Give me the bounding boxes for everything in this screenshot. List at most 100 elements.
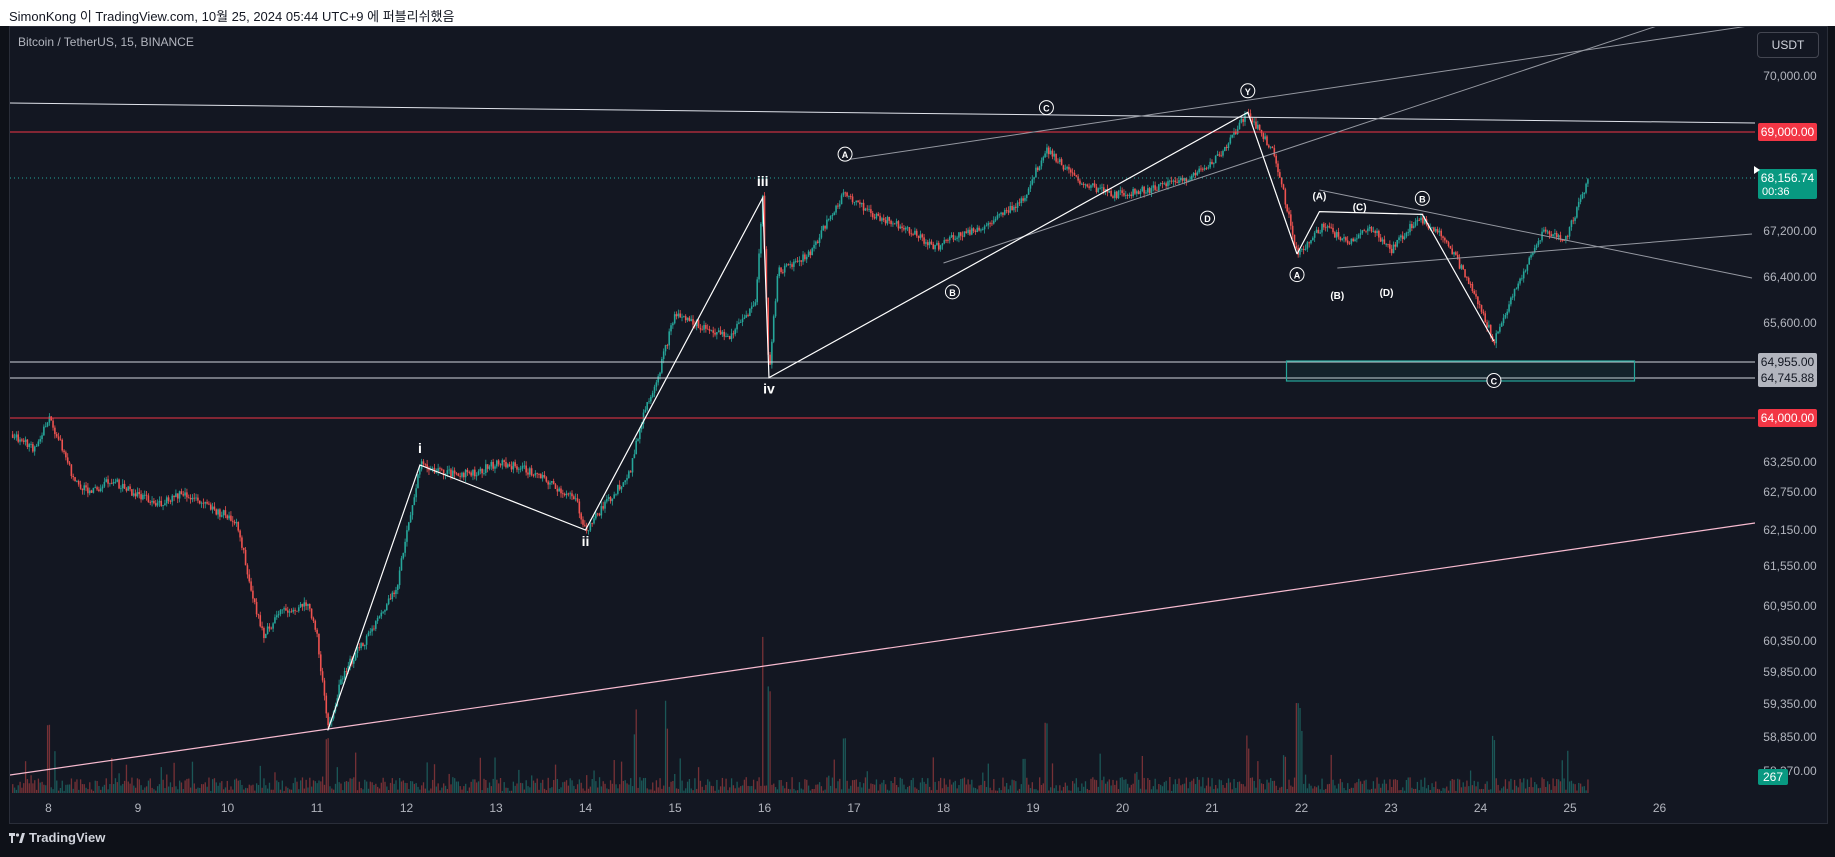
candle-body <box>794 260 797 262</box>
candle-body <box>297 607 300 612</box>
candle-body <box>211 506 214 510</box>
candle-body <box>415 488 417 498</box>
volume-bar <box>762 636 764 793</box>
channel-lower-line[interactable] <box>943 25 1661 264</box>
candle-body <box>1128 194 1131 196</box>
channel-upper-line[interactable] <box>844 25 1755 161</box>
candle-body <box>1044 153 1046 158</box>
candle-body <box>65 452 67 458</box>
candle-body <box>219 509 221 517</box>
candle-body <box>426 464 428 468</box>
volume-bar <box>897 787 900 793</box>
candle-body <box>1387 244 1389 245</box>
candle-body <box>479 468 482 472</box>
wave-label-c: (C) <box>1353 203 1367 214</box>
x-tick-label: 17 <box>847 801 861 815</box>
volume-bar <box>356 790 359 793</box>
wave-label-circle <box>1414 190 1430 206</box>
candle-body <box>83 485 86 491</box>
candle-body <box>516 466 518 470</box>
candle-body <box>728 336 731 340</box>
volume-bar <box>1246 735 1248 793</box>
long-support-trendline[interactable] <box>10 522 1755 776</box>
volume-bar <box>1526 779 1529 793</box>
volume-bar <box>248 784 250 793</box>
volume-bar <box>147 780 150 793</box>
candle-body <box>725 336 727 338</box>
volume-bar <box>881 782 883 793</box>
candle-body <box>167 497 170 501</box>
volume-bar <box>707 779 709 793</box>
candle-body <box>132 493 135 496</box>
candle-body <box>1357 234 1360 239</box>
candle-body <box>684 316 687 321</box>
candle-body <box>1084 184 1087 186</box>
volume-bar <box>855 779 857 793</box>
candle-body <box>46 422 49 427</box>
candle-body <box>28 444 31 448</box>
candle-body <box>387 598 390 605</box>
triangle-upper-line[interactable] <box>1319 189 1753 279</box>
candle-body <box>450 469 452 477</box>
volume-bar <box>252 784 254 793</box>
elliott-wave-path[interactable] <box>327 111 1298 731</box>
volume-bar <box>787 788 790 793</box>
candle-body <box>1524 270 1527 272</box>
candle-body <box>250 581 252 591</box>
x-tick-label: 20 <box>1116 801 1130 815</box>
candle-body <box>1517 283 1520 289</box>
triangle-lower-line[interactable] <box>1337 233 1753 269</box>
volume-bar <box>1127 783 1129 793</box>
currency-button[interactable]: USDT <box>1757 32 1819 58</box>
descending-trendline[interactable] <box>10 102 1755 124</box>
candle-body <box>76 481 78 482</box>
candle-body <box>87 487 89 494</box>
volume-bar <box>795 790 797 793</box>
volume-bar <box>1451 779 1453 793</box>
volume-bar <box>15 789 18 793</box>
candle-body <box>1286 204 1288 212</box>
volume-bar <box>807 785 810 793</box>
volume-bar <box>281 780 283 793</box>
demand-zone-box[interactable] <box>1285 360 1636 382</box>
candle-body <box>1218 154 1221 156</box>
candle-body <box>1515 288 1518 290</box>
volume-bar <box>481 790 483 793</box>
x-tick-label: 19 <box>1026 801 1040 815</box>
correction-wave-path[interactable] <box>1296 211 1495 342</box>
candle-body <box>1385 244 1387 245</box>
volume-bar <box>1231 789 1233 793</box>
volume-bar <box>774 787 777 793</box>
volume-bar <box>699 780 702 793</box>
chart-pane[interactable] <box>9 26 1828 824</box>
volume-bar <box>681 780 683 793</box>
volume-bar <box>369 781 371 793</box>
price-tag-64955: 64,955.00 <box>1761 355 1815 369</box>
candle-body <box>1137 191 1140 195</box>
candle-body <box>1541 231 1543 241</box>
candle-body <box>1396 240 1398 247</box>
volume-bar <box>389 782 392 793</box>
candle-body <box>710 330 713 332</box>
candle-body <box>1563 240 1565 241</box>
volume-bar <box>142 789 144 793</box>
volume-bar <box>1435 781 1437 793</box>
candle-body <box>264 633 267 639</box>
candle-body <box>1112 196 1114 198</box>
volume-bar <box>213 778 216 793</box>
price-tag-64955-bg <box>1758 353 1817 371</box>
candle-body <box>943 240 946 244</box>
candle-body <box>677 313 680 317</box>
volume-bar <box>424 788 426 793</box>
candle-body <box>1500 323 1503 327</box>
candle-body <box>1180 177 1182 181</box>
tradingview-footer[interactable]: TradingView <box>9 830 105 845</box>
volume-bar <box>144 787 146 793</box>
volume-bar <box>661 788 663 793</box>
volume-bar <box>1051 763 1054 793</box>
x-tick-label: 12 <box>400 801 414 815</box>
candle-body <box>1280 177 1283 185</box>
volume-bar <box>903 784 905 793</box>
